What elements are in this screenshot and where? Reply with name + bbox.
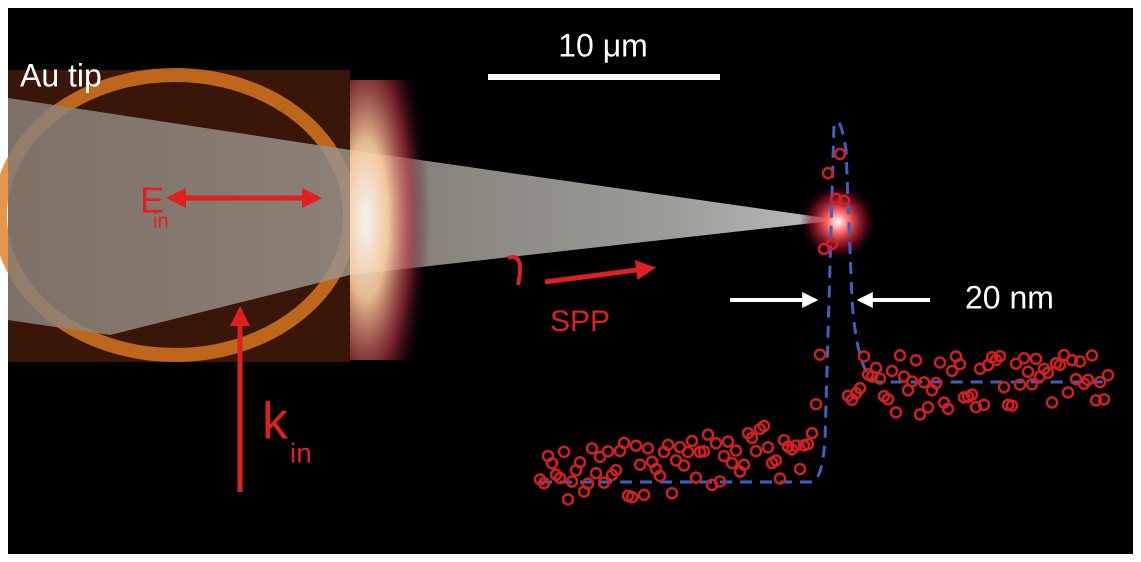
tip-label: Au tip: [20, 57, 102, 93]
field-sub: in: [153, 210, 169, 232]
scale-label: 10 μm: [558, 27, 648, 63]
spp-label: SPP: [550, 305, 610, 338]
k-sub: in: [290, 437, 312, 468]
width-label: 20 nm: [965, 279, 1054, 315]
bright-edge: [350, 80, 430, 360]
k-label: k: [262, 393, 289, 451]
figure: 10 μm Au tip E in k in SPP 20 nm: [0, 0, 1141, 562]
